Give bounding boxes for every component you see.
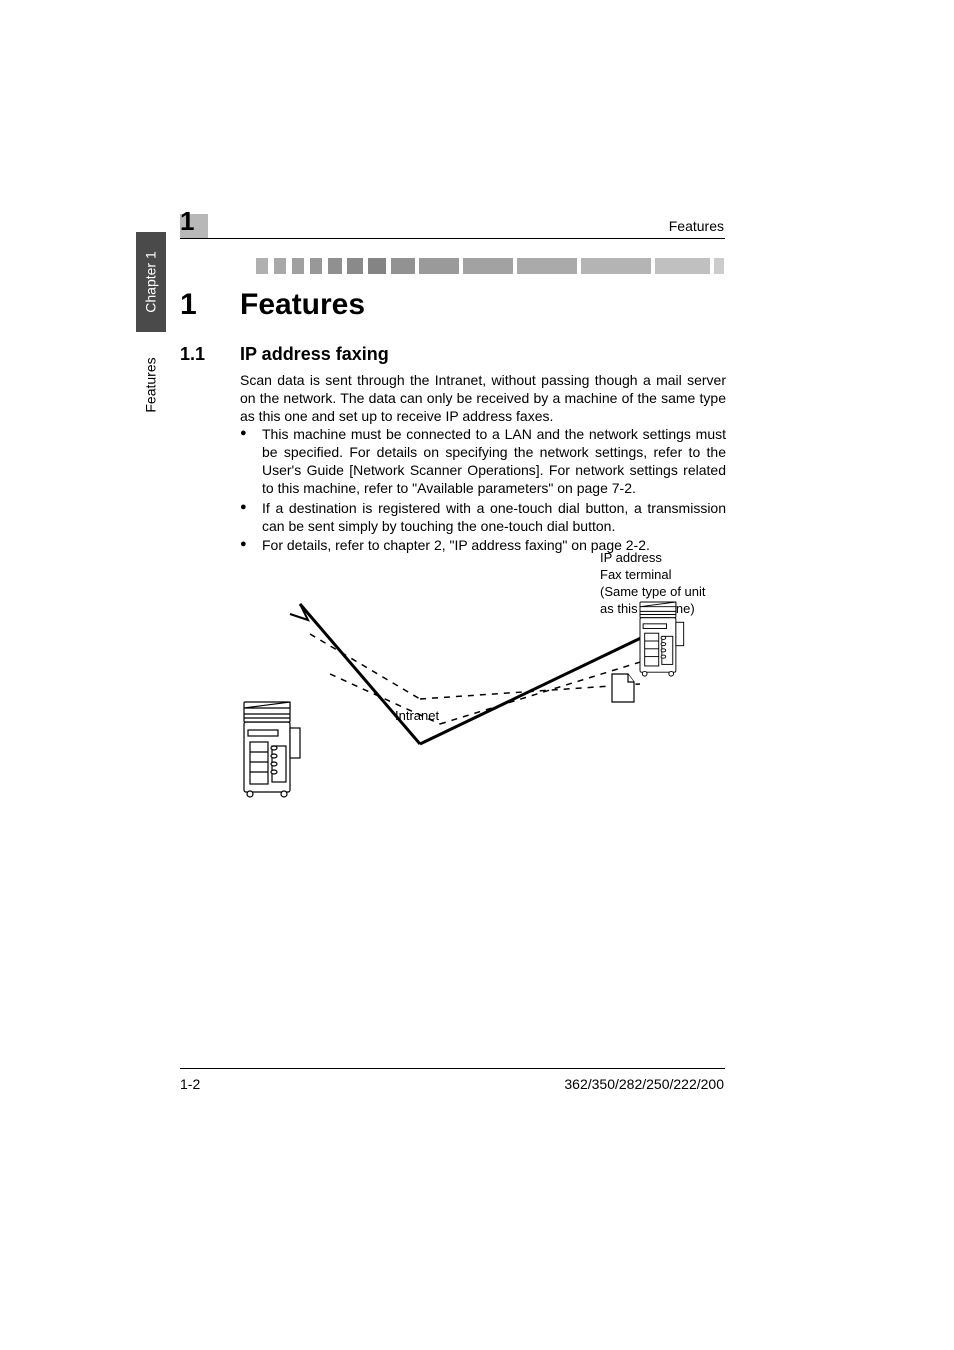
chapter-title: Features bbox=[240, 288, 365, 322]
decobar-segment bbox=[581, 258, 651, 274]
bullet-item: If a destination is registered with a on… bbox=[240, 500, 726, 536]
decobar-segment bbox=[328, 258, 342, 274]
diagram-svg: Intranet bbox=[240, 544, 726, 834]
decobar-segment bbox=[714, 258, 724, 274]
side-tab-section: Features bbox=[136, 340, 166, 430]
footer-model-list: 362/350/282/250/222/200 bbox=[564, 1076, 724, 1092]
side-tab-section-label: Features bbox=[143, 357, 159, 412]
decobar-segment bbox=[310, 258, 322, 274]
decobar-segment bbox=[463, 258, 513, 274]
footer-page-number: 1-2 bbox=[180, 1076, 200, 1092]
footer-rule bbox=[180, 1068, 725, 1069]
decobar-segment bbox=[655, 258, 710, 274]
bullet-list: This machine must be connected to a LAN … bbox=[240, 426, 726, 557]
mfp-right-icon bbox=[640, 602, 684, 676]
decobar-segment bbox=[256, 258, 268, 274]
section-title: IP address faxing bbox=[240, 344, 389, 365]
decobar-segment bbox=[347, 258, 363, 274]
header-rule bbox=[180, 238, 725, 239]
section-number: 1.1 bbox=[180, 344, 205, 365]
decobar-segment bbox=[391, 258, 415, 274]
decobar-segment bbox=[274, 258, 286, 274]
decobar-segment bbox=[517, 258, 577, 274]
intranet-label: Intranet bbox=[395, 708, 439, 723]
decorative-bar bbox=[256, 258, 724, 274]
intro-paragraph: Scan data is sent through the Intranet, … bbox=[240, 372, 726, 426]
header-right-label: Features bbox=[669, 218, 724, 234]
chapter-number: 1 bbox=[180, 288, 197, 322]
decobar-segment bbox=[292, 258, 304, 274]
bullet-item: This machine must be connected to a LAN … bbox=[240, 426, 726, 498]
page: Chapter 1 Features 1 Features 1 Features… bbox=[0, 0, 954, 1350]
header-chapter-number: 1 bbox=[180, 206, 194, 237]
mfp-left-icon bbox=[244, 702, 300, 797]
diagram: Intranet bbox=[240, 544, 726, 834]
side-tab-chapter: Chapter 1 bbox=[136, 232, 166, 332]
decobar-segment bbox=[368, 258, 386, 274]
decobar-segment bbox=[419, 258, 459, 274]
document-icon bbox=[612, 674, 634, 702]
side-tab-chapter-label: Chapter 1 bbox=[143, 251, 159, 312]
